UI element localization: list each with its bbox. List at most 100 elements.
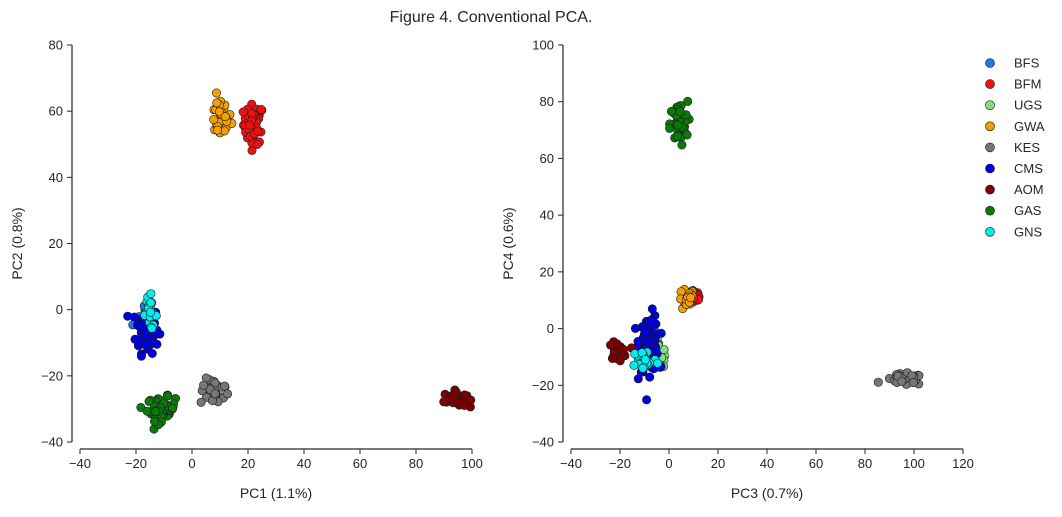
legend-marker [985,100,995,110]
data-point [453,397,463,407]
data-point [223,389,233,399]
y-tick-label: −20 [41,368,63,383]
legend-label: UGS [1014,98,1043,113]
x-tick-label: 40 [760,456,774,471]
legend-marker [985,142,995,153]
data-point [629,360,639,370]
x-tick-label: 80 [409,456,423,471]
data-point [150,416,160,426]
data-point [686,293,696,303]
y-tick-label: 0 [56,302,63,317]
data-point [666,106,676,116]
legend-marker [985,227,995,237]
legend-label: GWA [1014,119,1045,134]
data-point [675,107,685,117]
data-point [665,123,675,133]
legend-item-gns: GNS [985,224,1043,239]
y-tick-label: 60 [540,151,554,166]
legend-marker [985,163,995,174]
data-point [647,304,657,314]
x-tick-label: 100 [461,456,483,471]
data-point [633,336,643,346]
y-tick-label: 40 [49,170,63,185]
scatter-plot-pc1-pc2: −40 −20 0 20 40 60 80 100 −40 −20 0 20 40 60 80 PC1 (1.… [9,38,483,502]
data-point [123,311,133,321]
series-gas [665,96,694,150]
data-point [135,322,145,332]
x-tick-label: 20 [241,456,255,471]
legend-item-kes: KES [985,140,1040,155]
y-tick-label: 100 [532,38,554,53]
data-point [147,348,157,358]
data-point [252,139,262,149]
series-gns [629,347,663,373]
y-tick-label: 0 [547,321,554,336]
x-tick-label: 20 [711,456,725,471]
data-point [245,120,255,130]
series-gwa [209,88,237,138]
legend-label: CMS [1014,161,1043,176]
x-tick-label: 40 [297,456,311,471]
data-point [873,377,883,387]
x-tick-label: 60 [353,456,367,471]
data-point [897,376,907,386]
data-point [214,107,224,117]
data-point [220,381,230,391]
data-point [213,125,223,135]
legend-marker [985,184,995,195]
data-point [209,115,219,125]
data-point [653,358,663,368]
x-tick-label: −20 [125,456,147,471]
data-point [682,130,692,140]
data-point [606,340,616,350]
y-tick-label: 20 [540,264,554,279]
y-tick-label: −40 [41,435,63,450]
figure-title: Figure 4. Conventional PCA. [390,9,593,26]
legend-marker [985,58,995,68]
data-point [646,316,656,326]
data-point [618,345,628,355]
legend-marker [985,205,995,216]
y-axis-label: PC2 (0.8%) [9,207,25,279]
data-point [908,378,918,388]
legend-label: GNS [1014,224,1043,239]
x-tick-label: −20 [609,456,631,471]
legend-label: AOM [1014,182,1044,197]
data-point [136,351,146,361]
data-point [683,96,693,106]
x-tick-label: 80 [858,456,872,471]
data-point [673,120,683,130]
x-tick-label: −40 [560,456,582,471]
y-tick-label: 80 [49,38,63,53]
data-point [210,389,220,399]
data-point [163,391,173,401]
scatter-plot-pc3-pc4: −40 −20 0 20 40 60 80 100 120 −40 −20 0 20 40 60 80 100 P… [500,38,974,502]
data-point [151,407,161,417]
y-tick-label: −40 [532,435,554,450]
series-aom [606,337,636,366]
data-point [466,395,476,405]
legend-item-bfm: BFM [985,77,1041,92]
data-point [220,112,230,122]
legend-marker [985,121,995,132]
data-point [640,355,650,365]
series-bfm [238,99,267,155]
legend-item-cms: CMS [985,161,1043,176]
data-point [641,325,651,335]
data-point [645,337,655,347]
x-tick-label: 60 [809,456,823,471]
y-tick-label: 40 [540,208,554,223]
legend-item-ugs: UGS [985,98,1043,113]
y-tick-label: 60 [49,104,63,119]
data-point [141,340,151,350]
data-point [146,289,156,299]
y-tick-label: 80 [540,94,554,109]
data-point [152,339,162,349]
data-point [147,323,157,333]
series-gwa [676,284,697,314]
data-point [651,329,661,339]
legend-item-gas: GAS [985,203,1042,218]
x-axis-label: PC1 (1.1%) [240,485,312,501]
x-tick-label: 120 [952,456,974,471]
